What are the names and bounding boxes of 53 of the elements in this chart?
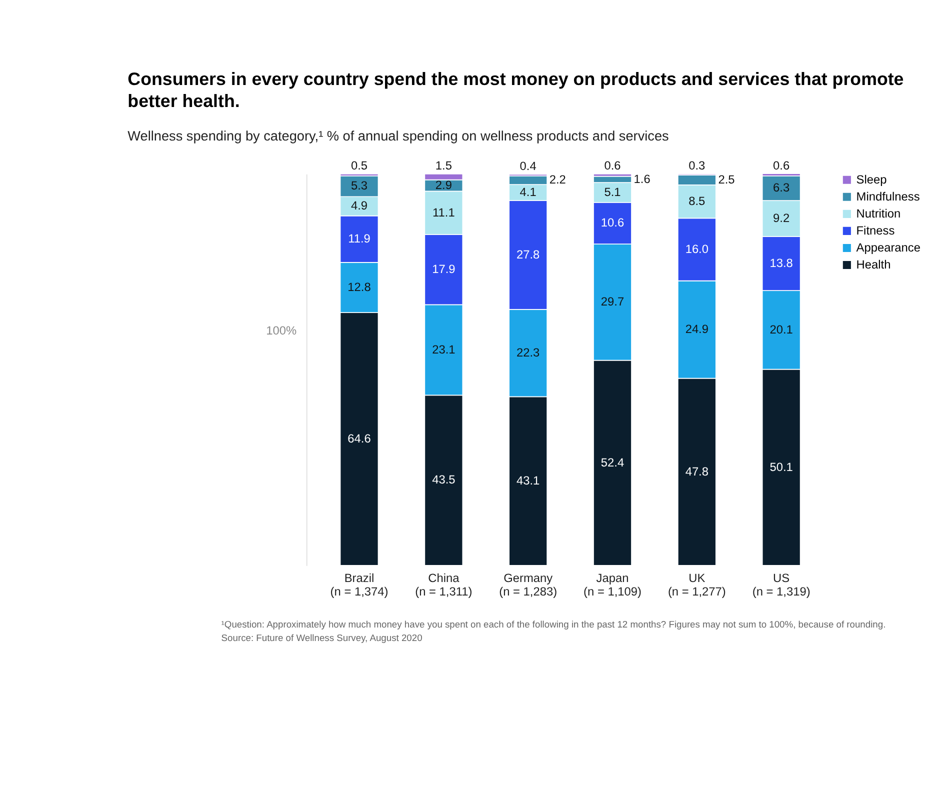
- legend-label: Mindfulness: [856, 189, 920, 204]
- data-label: 0.3: [688, 158, 706, 173]
- x-tick-label: Germany (n = 1,283): [499, 571, 558, 599]
- data-label: 22.3: [516, 345, 540, 360]
- data-label: 64.6: [348, 431, 372, 446]
- chart-subtitle: Wellness spending by category,¹ % of annual spending on wellness products and services: [128, 128, 670, 144]
- data-label: 0.6: [773, 158, 790, 172]
- data-label: 2.2: [549, 172, 566, 187]
- legend-label: Nutrition: [856, 206, 901, 220]
- chart-title: Consumers in every country spend the most money on products and services that promote better health.: [128, 69, 904, 112]
- data-label: 4.1: [520, 184, 537, 199]
- x-tick-label: US (n = 1,319): [752, 571, 810, 599]
- x-tick-label: China (n = 1,311): [415, 571, 472, 599]
- data-label: 52.4: [600, 455, 624, 470]
- data-label: 47.8: [685, 464, 709, 478]
- data-label: 50.1: [770, 460, 794, 474]
- data-label: 0.6: [604, 158, 622, 173]
- data-label: 12.8: [348, 280, 372, 294]
- data-label: 2.9: [435, 178, 452, 192]
- data-label: 20.1: [770, 322, 794, 336]
- data-label: 9.2: [773, 210, 790, 225]
- x-tick-label: Japan (n = 1,109): [584, 571, 642, 599]
- data-label: 4.9: [350, 198, 368, 213]
- legend-label: Health: [856, 257, 891, 272]
- x-tick-label: UK (n = 1,277): [668, 571, 726, 599]
- data-label: 17.9: [432, 262, 456, 276]
- data-label: 11.9: [348, 232, 371, 246]
- data-label: 27.8: [516, 247, 540, 262]
- data-label: 43.5: [432, 472, 456, 487]
- x-tick-label: Brazil (n = 1,374): [330, 571, 388, 599]
- data-label: 2.5: [718, 172, 736, 186]
- legend-label: Fitness: [856, 223, 895, 238]
- source-note: Source: Future of Wellness Survey, August 2020: [221, 633, 422, 644]
- data-label: 24.9: [685, 322, 709, 336]
- data-label: 23.1: [432, 342, 456, 356]
- data-label: 1.5: [435, 158, 452, 173]
- data-label: 6.3: [773, 180, 790, 195]
- data-label: 5.1: [604, 184, 622, 199]
- data-label: 8.5: [688, 194, 706, 208]
- data-label: 13.8: [770, 256, 794, 270]
- data-label: 10.6: [600, 216, 624, 230]
- y-axis-title: 100%: [266, 323, 298, 338]
- data-label: 0.5: [350, 158, 368, 173]
- data-label: 1.6: [634, 172, 651, 186]
- data-label: 11.1: [432, 205, 456, 220]
- text: ¹Question: Approximately how much money have you spent on each of the following in the past 12 months? Figures may not sum to 100%, because of rounding.: [221, 620, 886, 630]
- legend-label: Sleep: [856, 172, 888, 186]
- data-label: 16.0: [685, 242, 709, 256]
- data-label: 0.4: [520, 159, 537, 174]
- data-label: 29.7: [600, 294, 624, 309]
- data-label: 43.1: [516, 473, 540, 488]
- legend-label: Appearance: [856, 240, 921, 254]
- data-label: 5.3: [350, 178, 368, 193]
